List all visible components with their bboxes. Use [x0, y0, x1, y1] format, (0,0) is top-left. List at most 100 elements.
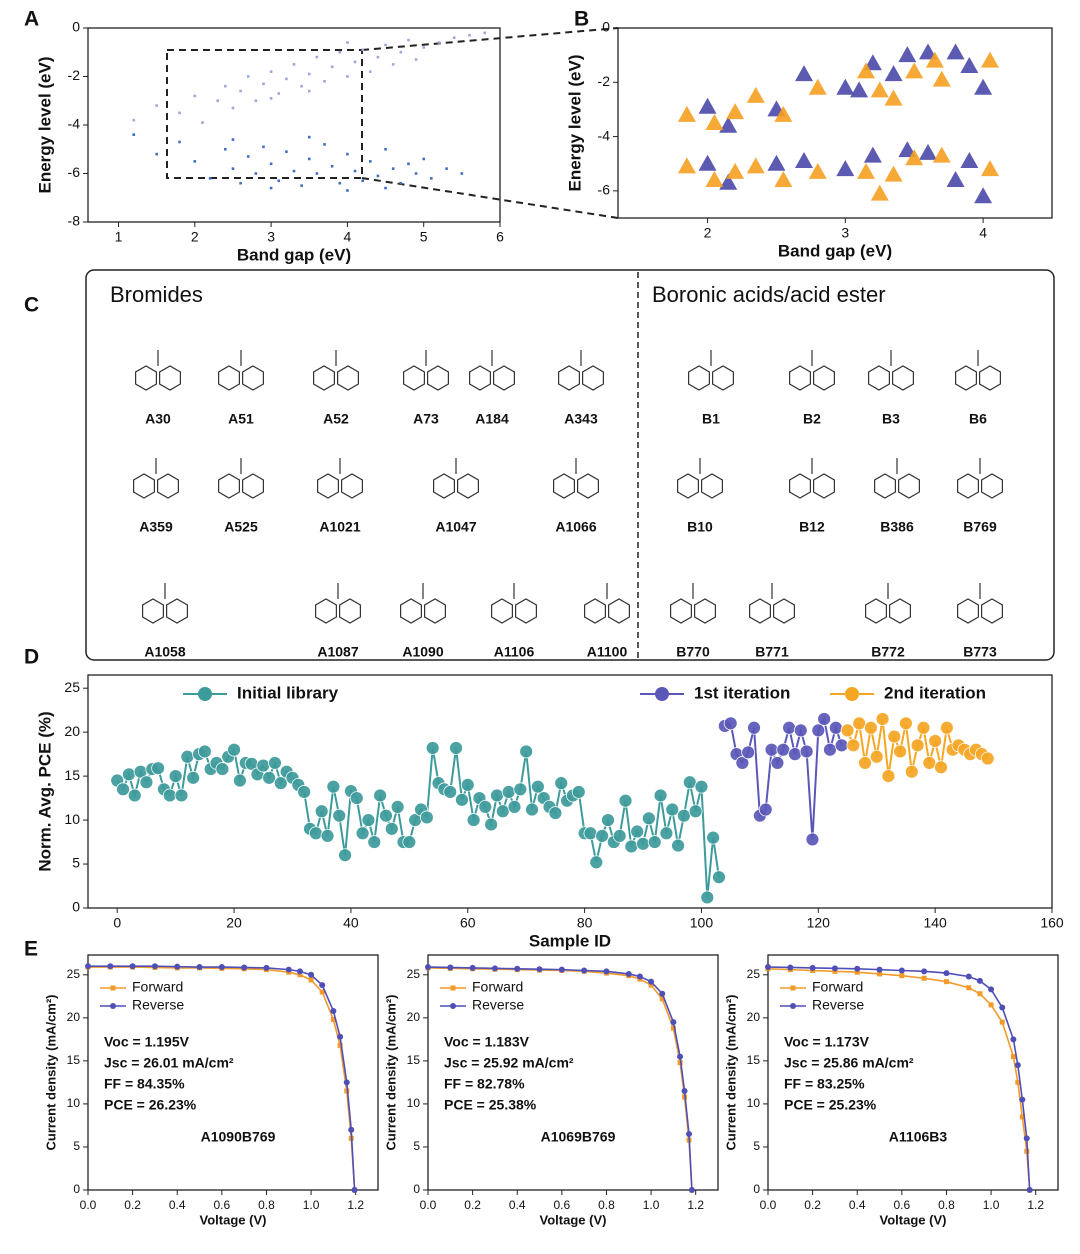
- point: [795, 152, 813, 168]
- marker: [1010, 1054, 1016, 1060]
- marker: [1010, 1036, 1017, 1043]
- zoom-box: [166, 27, 619, 219]
- point: [407, 38, 410, 42]
- structure-label: B1: [702, 411, 720, 427]
- legend-label: Initial library: [237, 683, 339, 702]
- zoom-rect: [166, 49, 363, 179]
- y-tick-label: 15: [747, 1053, 761, 1067]
- marker: [419, 810, 434, 825]
- x-tick-label: 5: [420, 229, 428, 245]
- legend-marker: [450, 985, 456, 991]
- marker: [296, 968, 303, 975]
- marker: [338, 848, 352, 863]
- plot-frame: [87, 674, 1053, 909]
- structure-icon: [400, 598, 446, 624]
- annotation: PCE = 26.23%: [104, 1097, 197, 1113]
- legend-marker: [110, 985, 116, 991]
- marker: [659, 996, 665, 1002]
- y-axis-title: Energy level (eV): [35, 56, 54, 193]
- point: [407, 162, 410, 166]
- point: [216, 99, 220, 103]
- marker: [326, 779, 341, 794]
- point: [857, 162, 875, 179]
- point: [315, 172, 319, 175]
- y-axis-title: Current density (mA/cm²): [43, 994, 58, 1150]
- y-tick-label: 20: [747, 1010, 761, 1024]
- point: [460, 172, 464, 175]
- marker: [180, 749, 195, 764]
- marker: [139, 775, 154, 790]
- plot-frame: [87, 27, 501, 223]
- marker: [402, 835, 417, 849]
- x-tick-label: 100: [690, 915, 714, 931]
- point: [346, 189, 349, 192]
- marker: [764, 742, 779, 757]
- marker: [854, 969, 860, 975]
- marker: [571, 785, 586, 799]
- panel-label: C: [24, 294, 39, 317]
- point: [132, 133, 136, 136]
- structure-label: B12: [799, 519, 825, 535]
- marker: [659, 826, 674, 841]
- structure-label: A51: [228, 411, 254, 427]
- x-tick-label: 0.4: [169, 1198, 186, 1212]
- structure-icon: [957, 598, 1003, 624]
- structure-label: A30: [145, 411, 171, 427]
- x-tick-label: 60: [460, 915, 476, 931]
- marker: [273, 776, 288, 791]
- point: [201, 121, 204, 124]
- point: [231, 138, 235, 141]
- structure-icon: [688, 365, 734, 391]
- marker: [319, 989, 325, 995]
- structure-icon: [133, 473, 179, 499]
- molecule-label: A1106B3: [889, 1129, 948, 1145]
- marker: [536, 966, 543, 973]
- x-tick-label: 20: [226, 915, 242, 931]
- point: [863, 146, 882, 163]
- marker: [817, 712, 832, 726]
- x-tick-label: 0.6: [214, 1198, 231, 1212]
- point: [981, 160, 999, 177]
- marker: [653, 788, 668, 803]
- point: [677, 105, 696, 122]
- structure-label: A343: [564, 411, 598, 427]
- point: [246, 75, 250, 78]
- point: [767, 154, 786, 171]
- panel-label: E: [24, 938, 38, 961]
- point: [414, 172, 418, 175]
- marker: [525, 802, 539, 817]
- point: [155, 104, 158, 107]
- y-tick-label: -4: [68, 116, 81, 132]
- marker: [776, 742, 791, 757]
- x-tick-label: 0.0: [760, 1198, 777, 1212]
- marker: [765, 964, 771, 971]
- annotation: FF = 84.35%: [104, 1076, 185, 1092]
- marker: [881, 769, 896, 784]
- structure-icon: [317, 473, 363, 499]
- marker: [758, 802, 773, 817]
- y-tick-label: 5: [413, 1139, 420, 1153]
- marker: [589, 855, 604, 870]
- marker: [712, 870, 726, 885]
- structure-label: B6: [969, 411, 987, 427]
- marker: [443, 785, 458, 799]
- point: [746, 86, 765, 103]
- structure-label: A1087: [317, 644, 358, 660]
- point: [452, 36, 456, 39]
- point: [946, 171, 965, 187]
- marker: [939, 720, 954, 735]
- marker: [921, 975, 927, 981]
- x-tick-label: 1.0: [983, 1198, 1000, 1212]
- x-tick-label: 1.2: [1027, 1198, 1044, 1212]
- structure-icon: [558, 365, 604, 391]
- point: [193, 94, 197, 98]
- point: [808, 162, 827, 179]
- marker: [390, 799, 405, 814]
- point: [677, 157, 696, 174]
- point: [437, 41, 441, 44]
- point: [960, 152, 979, 168]
- annotation: FF = 82.78%: [444, 1076, 525, 1092]
- marker: [618, 793, 633, 808]
- point: [262, 82, 265, 86]
- marker: [519, 744, 534, 759]
